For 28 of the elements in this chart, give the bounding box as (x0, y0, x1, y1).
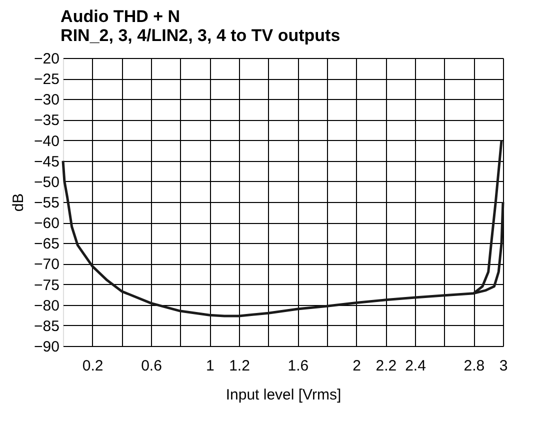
x-tick-label: 1.2 (229, 358, 250, 374)
y-tick-label: −25 (34, 71, 60, 88)
y-tick-label: −55 (34, 194, 60, 212)
y-tick-label: −90 (34, 338, 60, 356)
y-tick-label: −40 (34, 132, 60, 150)
y-tick-label: −75 (34, 276, 60, 294)
x-tick-label: 2.2 (376, 358, 397, 374)
x-tick-label: 0.6 (141, 358, 162, 374)
y-tick-label: −20 (34, 50, 60, 68)
y-tick-label: −45 (34, 153, 60, 170)
x-tick-label: 2.4 (405, 358, 426, 374)
y-tick-label: −60 (34, 215, 60, 232)
y-tick-label: −80 (34, 297, 60, 314)
y-tick-label: −30 (34, 92, 60, 109)
y-tick-label: −35 (34, 112, 60, 130)
x-tick-label: 3 (499, 358, 508, 374)
y-tick-label: −85 (34, 318, 60, 335)
y-tick-label: −50 (34, 174, 60, 191)
x-tick-label: 0.2 (82, 358, 104, 374)
y-tick-label: −70 (34, 256, 60, 274)
y-tick-label: −65 (34, 236, 60, 253)
x-tick-label: 2.8 (464, 358, 485, 374)
chart-title: Audio THD + N RIN_2, 3, 4/LIN2, 3, 4 to TV outputs (60, 7, 340, 45)
x-axis-title: Input level [Vrms] (226, 386, 342, 404)
x-tick-label: 1.6 (288, 358, 309, 374)
x-tick-label: 2 (352, 358, 362, 374)
y-axis-title: dB (10, 193, 28, 212)
x-tick-label: 1 (206, 358, 214, 374)
